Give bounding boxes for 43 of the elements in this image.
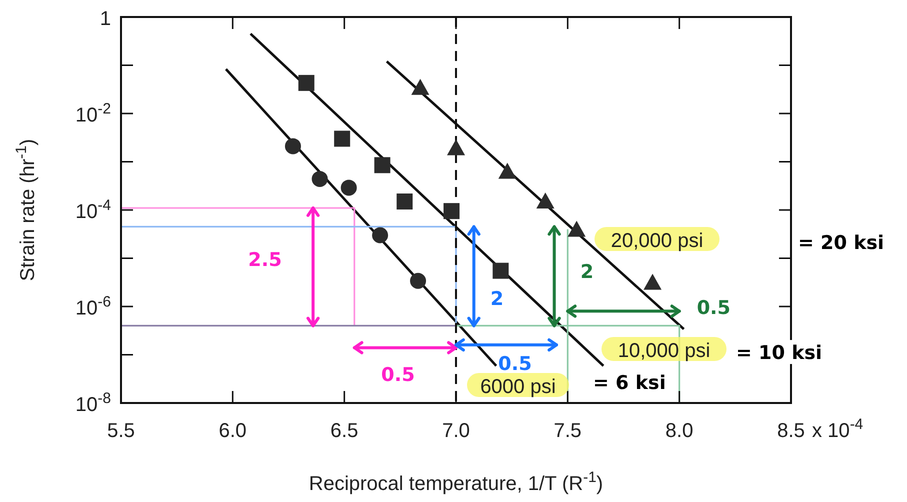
x-axis-title: Reciprocal temperature, 1/T (R$^{-1}$) (308, 468, 604, 495)
x-tick-label: 6.0 (218, 420, 247, 442)
annotation: 0.5 (696, 297, 731, 320)
annotation: = 10 ksi (736, 342, 822, 364)
y-tick-label: 10$^{-2}$ (75, 100, 111, 126)
y-tick-label: 10$^{-6}$ (75, 293, 111, 320)
x-tick-label: 5.5 (107, 420, 135, 442)
point (411, 78, 430, 95)
point (284, 138, 301, 154)
text: x 10$^{-4}$ (812, 416, 864, 442)
annotation: = 6 ksi (593, 372, 666, 394)
annotation: 10,000 psi (618, 340, 710, 362)
point (536, 192, 554, 209)
point (298, 74, 314, 91)
point (568, 220, 586, 237)
point (447, 139, 465, 156)
point (374, 157, 390, 174)
point (444, 203, 460, 220)
annotation: 2 (580, 261, 594, 283)
point (410, 272, 426, 289)
annotation: 6000 psi (480, 376, 556, 398)
text: = 20 ksi (798, 232, 884, 254)
annotation: 0.5 (498, 352, 532, 375)
annotation: 2 (490, 288, 504, 310)
point (498, 162, 516, 179)
point (334, 130, 350, 147)
x-tick-label: 8.5 (777, 420, 805, 442)
point (492, 262, 509, 279)
point (372, 227, 388, 244)
point (396, 194, 413, 210)
x-tick-label: 7.0 (442, 420, 470, 442)
x-tick-label: 6.5 (330, 420, 358, 442)
annotation: 20,000 psi (610, 230, 704, 252)
annotation: 0.5 (381, 364, 415, 386)
point (312, 170, 328, 187)
y-tick-label: 10$^{-4}$ (75, 196, 111, 223)
x-tick-label: 7.5 (554, 420, 582, 442)
x-tick-label: 8.0 (665, 420, 694, 442)
point (340, 180, 357, 196)
y-tick-label: 1 (100, 8, 111, 30)
point (644, 274, 662, 290)
annotation: 2.5 (248, 249, 282, 271)
y-tick-label: 10$^{-8}$ (75, 390, 111, 416)
